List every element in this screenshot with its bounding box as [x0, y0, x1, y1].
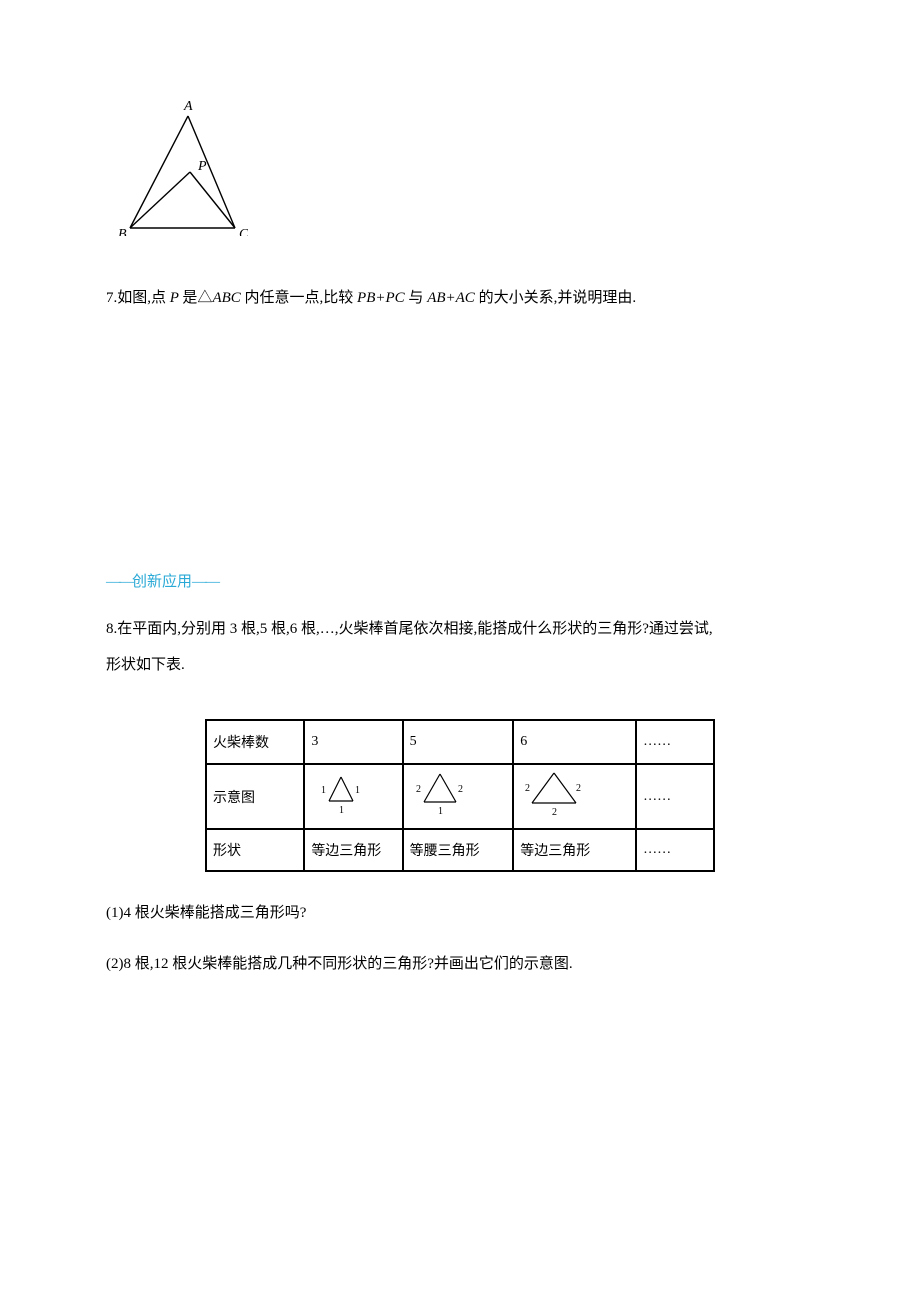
- q7-number: 7.: [106, 290, 117, 306]
- svg-text:2: 2: [525, 783, 530, 794]
- triangle-abc-svg: A B C P: [118, 96, 248, 236]
- td-shape-5: 等腰三角形: [403, 829, 514, 871]
- th-dots: ……: [636, 720, 714, 764]
- q7-point-p: P: [170, 290, 183, 306]
- triangle-6-svg: 2 2 2: [520, 769, 588, 819]
- svg-text:P: P: [197, 159, 207, 174]
- table-row-shape: 形状 等边三角形 等腰三角形 等边三角形 ……: [206, 829, 714, 871]
- svg-text:2: 2: [552, 807, 557, 818]
- td-diagram-3: 111: [304, 764, 402, 829]
- q7-prefix: 如图,点: [117, 290, 170, 306]
- sub-question-2: (2)8 根,12 根火柴棒能搭成几种不同形状的三角形?并画出它们的示意图.: [106, 951, 814, 978]
- td-diagram-5: 2 2 1: [403, 764, 514, 829]
- td-shape-dots: ……: [636, 829, 714, 871]
- q8-line1b: 形状如下表.: [106, 657, 185, 673]
- svg-text:A: A: [183, 99, 193, 114]
- q7-mid2: 内任意一点,比较: [245, 290, 358, 306]
- q8-line1a: 在平面内,分别用 3 根,5 根,6 根,…,火柴棒首尾依次相接,能搭成什么形状…: [117, 621, 712, 637]
- svg-text:1: 1: [355, 785, 360, 796]
- sub-question-1: (1)4 根火柴棒能搭成三角形吗?: [106, 900, 814, 927]
- th-6: 6: [513, 720, 636, 764]
- td-shape-6: 等边三角形: [513, 829, 636, 871]
- svg-text:B: B: [118, 227, 127, 236]
- td-shape-3: 等边三角形: [304, 829, 402, 871]
- td-diagram-6: 2 2 2: [513, 764, 636, 829]
- matchstick-table: 火柴棒数 3 5 6 …… 示意图 111 221 222 …… 形状 等边三角…: [205, 719, 715, 872]
- svg-text:2: 2: [458, 784, 463, 795]
- q7-abc: ABC: [212, 290, 244, 306]
- q7-mid1: 是△: [182, 290, 212, 306]
- th-5: 5: [403, 720, 514, 764]
- table-row-header: 火柴棒数 3 5 6 ……: [206, 720, 714, 764]
- q7-expr1: PB+PC: [357, 290, 408, 306]
- svg-text:1: 1: [438, 806, 443, 817]
- td-diagram-dots: ……: [636, 764, 714, 829]
- td-diagram-label: 示意图: [206, 764, 304, 829]
- q7-expr2: AB+AC: [427, 290, 478, 306]
- table-row-diagram: 示意图 111 221 222 ……: [206, 764, 714, 829]
- section-dash-right: ——: [192, 574, 218, 590]
- q7-figure: A B C P: [118, 96, 814, 241]
- q7-suffix: 的大小关系,并说明理由.: [479, 290, 637, 306]
- section-title: ——创新应用——: [106, 570, 814, 591]
- th-3: 3: [304, 720, 402, 764]
- svg-text:2: 2: [416, 784, 421, 795]
- th-sticks: 火柴棒数: [206, 720, 304, 764]
- q7-mid3: 与: [408, 290, 427, 306]
- svg-text:1: 1: [339, 805, 344, 816]
- section-label: 创新应用: [132, 574, 192, 590]
- section-dash-left: ——: [106, 574, 132, 590]
- svg-text:C: C: [239, 227, 248, 236]
- triangle-5-svg: 2 2 1: [410, 770, 470, 818]
- td-shape-label: 形状: [206, 829, 304, 871]
- svg-text:2: 2: [576, 783, 581, 794]
- question-7: 7.如图,点 P 是△ABC 内任意一点,比较 PB+PC 与 AB+AC 的大…: [106, 285, 814, 312]
- triangle-3-svg: 111: [311, 771, 371, 817]
- question-8: 8.在平面内,分别用 3 根,5 根,6 根,…,火柴棒首尾依次相接,能搭成什么…: [106, 611, 814, 683]
- q8-number: 8.: [106, 621, 117, 637]
- svg-text:1: 1: [321, 785, 326, 796]
